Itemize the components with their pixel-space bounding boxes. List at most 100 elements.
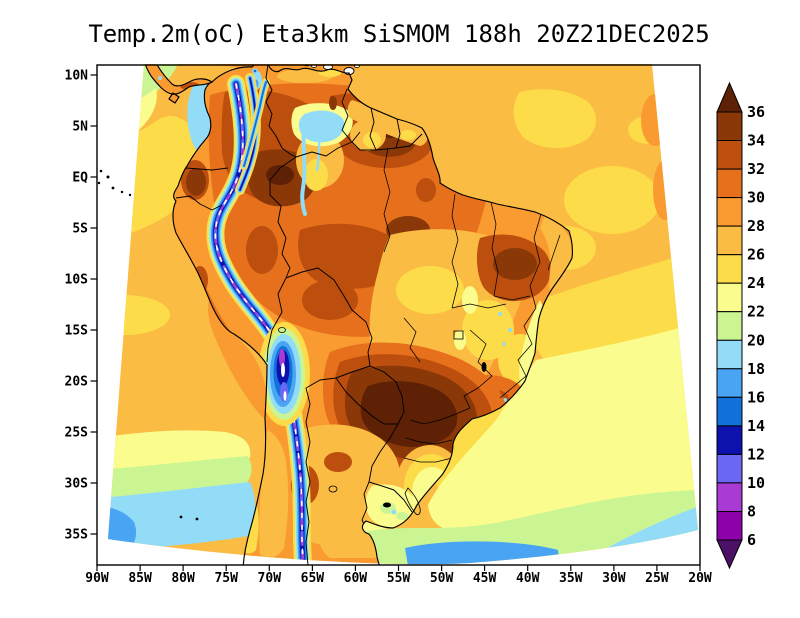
lon-label: 80W — [171, 571, 195, 586]
colorbar-label: 16 — [747, 388, 765, 406]
colorbar-label: 30 — [747, 189, 765, 207]
lat-label: EQ — [72, 171, 88, 186]
lat-label: 15S — [65, 324, 89, 339]
field-atl-paleyellow — [428, 322, 698, 533]
lon-label: 35W — [559, 571, 583, 586]
island-galapagos-1 — [99, 169, 103, 173]
field-central-brazil-yellow-1 — [396, 266, 464, 314]
colorbar-seg-20-22 — [716, 311, 743, 341]
lat-label: 35S — [65, 528, 89, 543]
colorbar-label: 18 — [747, 360, 765, 378]
field-rondonia-32-34 — [302, 280, 358, 320]
field-guayaquil-34-36 — [186, 168, 206, 196]
lon-label: 85W — [128, 571, 152, 586]
state-border-sp-pr — [409, 413, 457, 425]
field-venezuela-dark-streak — [329, 96, 337, 110]
temperature-field — [108, 64, 698, 565]
field-costa-rica-cyan — [158, 76, 162, 80]
colorbar-label: 36 — [747, 103, 765, 121]
field-atl-yellow-1 — [513, 89, 597, 149]
colorbar-seg-8-10 — [716, 482, 743, 512]
state-border-mt-ms — [403, 317, 421, 363]
colorbar-label: 28 — [747, 217, 765, 235]
field-atl-yellow-band — [533, 250, 698, 360]
colorbar-seg-34-36 — [716, 111, 743, 141]
border-colombia-brazil — [269, 156, 297, 207]
field-peru-coastal-orange — [208, 300, 268, 420]
border-chile-argentina — [305, 387, 311, 565]
colorbar: 36 34 32 30 28 26 24 22 20 18 16 14 12 1… — [716, 81, 765, 570]
coastline-isthmus-north — [156, 65, 213, 87]
border-colombia-ecuador — [185, 167, 229, 171]
field-chile-amber-strip — [259, 430, 289, 558]
altiplano-snow-1 — [281, 363, 285, 377]
state-border-ba-mg — [511, 307, 537, 389]
field-guianas-coast-yellow — [400, 130, 416, 140]
colorbar-label: 14 — [747, 417, 765, 435]
field-peru-amazon-32-34 — [246, 226, 278, 274]
field-satl-corner-blue — [668, 538, 698, 560]
border-guianas-brazil — [351, 133, 423, 151]
field-uruguay-palegreen-2 — [396, 512, 408, 520]
colorbar-label: 20 — [747, 331, 765, 349]
border-paraguay-brazil — [369, 365, 405, 425]
border-colombia-venezuela — [265, 65, 297, 158]
field-paraguay-gt36-core — [360, 381, 458, 447]
lon-label: 30W — [602, 571, 626, 586]
border-uruguay-brazil — [368, 481, 413, 513]
colorbar-label: 24 — [747, 274, 765, 292]
border-peru-brazil — [277, 205, 291, 279]
lat-label: 30S — [65, 477, 89, 492]
colorbar-seg-30-32 — [716, 168, 743, 199]
island-galapagos-4 — [111, 186, 115, 190]
field-ne-brazil-34-36 — [493, 248, 537, 280]
field-argentina-32-34-b — [324, 452, 352, 472]
lon-label: 40W — [516, 571, 540, 586]
field-pacific-s-lightblue — [108, 482, 255, 550]
colorbar-seg-14-16 — [716, 396, 743, 427]
lon-axis-labels: 90W 85W 80W 75W 70W 65W 60W 55W 50W 45W … — [85, 571, 712, 586]
altiplano-magenta — [279, 349, 285, 367]
political-borders — [175, 65, 561, 565]
lon-label: 50W — [430, 571, 454, 586]
plot-title: Temp.2m(oC) Eta3km SiSMOM 188h 20Z21DEC2… — [88, 20, 709, 48]
map-linework — [97, 65, 573, 565]
lat-label: 25S — [65, 426, 89, 441]
island-galapagos-2 — [106, 175, 110, 179]
lat-label: 5N — [72, 120, 88, 135]
colorbar-seg-10-12 — [716, 453, 743, 484]
colorbar-label: 32 — [747, 160, 765, 178]
altiplano-snow-2 — [283, 391, 287, 401]
island-juan-fernandez-1 — [179, 515, 183, 519]
island-galapagos-5 — [120, 190, 124, 194]
field-nw-gt36-a — [266, 165, 294, 185]
andes-cold-band — [206, 68, 312, 565]
colorbar-seg-28-30 — [716, 197, 743, 227]
lake-mirim — [383, 502, 391, 508]
field-venezuela-llanos-yellow — [304, 159, 328, 191]
border-argentina-uruguay — [361, 481, 370, 529]
lon-label: 55W — [387, 571, 411, 586]
field-atl-edge-orange-1 — [641, 94, 669, 146]
state-border-ce — [547, 234, 561, 271]
border-suriname-guiana — [395, 118, 401, 149]
field-pacific-s-paleyellow — [108, 430, 251, 474]
lake-tres-marias — [481, 362, 487, 372]
field-amapa-32-34 — [416, 178, 436, 202]
colorbar-seg-32-34 — [716, 140, 743, 170]
state-border-pa-ma — [451, 193, 459, 309]
lon-label: 70W — [258, 571, 282, 586]
colorbar-arrow-top — [716, 81, 743, 113]
colorbar-arrow-bottom — [716, 539, 743, 570]
state-border-sc-rs — [403, 457, 453, 463]
field-tocantins-paleyellow-2 — [454, 330, 466, 350]
lon-label: 45W — [473, 571, 497, 586]
border-venezuela-guyana — [341, 88, 353, 143]
colorbar-seg-22-24 — [716, 282, 743, 313]
field-pacific-corner-blue — [108, 506, 137, 548]
border-peru-bolivia — [266, 277, 287, 363]
state-border-pi-ba — [529, 213, 542, 309]
colorbar-label: 10 — [747, 474, 765, 492]
state-border-to-ba — [451, 303, 507, 309]
